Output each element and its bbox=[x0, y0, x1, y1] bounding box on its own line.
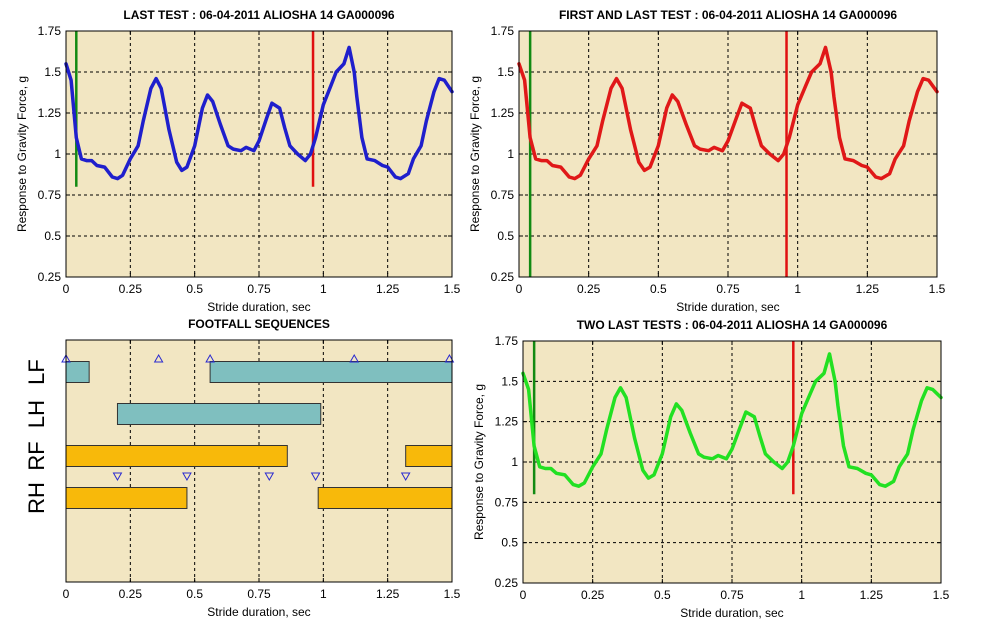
chart-panel-4: TWO LAST TESTS : 06-04-2011 ALIOSHA 14 G… bbox=[472, 318, 950, 620]
x-tick-label: 1.25 bbox=[860, 588, 884, 602]
y-tick-label: 0.25 bbox=[38, 270, 62, 284]
chart-title: LAST TEST : 06-04-2011 ALIOSHA 14 GA0000… bbox=[123, 8, 395, 22]
plot-frame bbox=[65, 339, 453, 583]
x-tick-label: 0.25 bbox=[119, 282, 143, 296]
footfall-marker bbox=[182, 472, 192, 482]
y-tick-label: 1.75 bbox=[491, 24, 515, 38]
x-tick-label: 1.25 bbox=[376, 587, 400, 601]
footfall-marker bbox=[444, 353, 455, 363]
x-tick-label: 1.25 bbox=[856, 282, 880, 296]
footfall-bar-lh bbox=[116, 403, 322, 425]
x-tick-label: 0.75 bbox=[716, 282, 740, 296]
y-tick-label: 1.25 bbox=[38, 106, 62, 120]
x-tick-label: 1.25 bbox=[376, 282, 400, 296]
footfall-marker bbox=[400, 472, 411, 482]
chart-title: FIRST AND LAST TEST : 06-04-2011 ALIOSHA… bbox=[559, 8, 897, 22]
y-tick-label: 0.25 bbox=[491, 270, 515, 284]
footfall-bar-rh bbox=[65, 487, 188, 509]
x-tick-label: 0.5 bbox=[654, 588, 671, 602]
y-tick-label: 0.5 bbox=[497, 229, 514, 243]
x-tick-label: 1 bbox=[320, 587, 327, 601]
y-tick-label: 1 bbox=[511, 455, 518, 469]
series-line bbox=[521, 352, 943, 488]
plot-frame bbox=[65, 30, 453, 278]
footfall-marker bbox=[153, 353, 164, 363]
x-tick-label: 0 bbox=[63, 587, 70, 601]
chart-panel-1: LAST TEST : 06-04-2011 ALIOSHA 14 GA0000… bbox=[15, 8, 461, 314]
footfall-bar-rf bbox=[65, 445, 288, 467]
x-axis-label: Stride duration, sec bbox=[680, 606, 783, 620]
x-tick-label: 0.25 bbox=[581, 588, 605, 602]
y-tick-label: 1.75 bbox=[38, 24, 62, 38]
x-tick-label: 1 bbox=[320, 282, 327, 296]
plot-frame bbox=[518, 30, 938, 278]
x-tick-label: 0.75 bbox=[720, 588, 744, 602]
x-tick-label: 1 bbox=[794, 282, 801, 296]
x-axis-label: Stride duration, sec bbox=[676, 300, 779, 314]
y-axis-label: Response to Gravity Force, g bbox=[468, 76, 482, 232]
footfall-marker bbox=[112, 472, 123, 482]
chart-title: TWO LAST TESTS : 06-04-2011 ALIOSHA 14 G… bbox=[577, 318, 888, 332]
chart-panel-3: FOOTFALL SEQUENCES 0 0.25 0.5 0.75 1 1.25 1.5 St… bbox=[24, 317, 461, 619]
footfall-bar-lf bbox=[209, 361, 453, 383]
x-axis-label: Stride duration, sec bbox=[207, 605, 310, 619]
x-tick-label: 1.5 bbox=[444, 587, 461, 601]
limb-label: RF bbox=[24, 441, 49, 470]
x-tick-label: 1.5 bbox=[933, 588, 950, 602]
x-axis-label: Stride duration, sec bbox=[207, 300, 310, 314]
footfall-marker bbox=[264, 472, 275, 482]
y-tick-label: 0.75 bbox=[491, 188, 515, 202]
series-line bbox=[64, 45, 454, 181]
x-tick-label: 0.75 bbox=[247, 587, 271, 601]
x-tick-label: 0.25 bbox=[577, 282, 601, 296]
footfall-marker bbox=[310, 472, 321, 482]
x-tick-label: 1 bbox=[798, 588, 805, 602]
x-tick-label: 1.5 bbox=[444, 282, 461, 296]
y-tick-label: 1 bbox=[54, 147, 61, 161]
y-tick-label: 1.5 bbox=[501, 374, 518, 388]
y-tick-label: 0.75 bbox=[495, 495, 519, 509]
limb-label: LH bbox=[24, 400, 49, 428]
y-tick-label: 0.25 bbox=[495, 576, 519, 590]
footfall-bar-lf bbox=[65, 361, 90, 383]
y-tick-label: 0.5 bbox=[501, 536, 518, 550]
y-tick-label: 1.5 bbox=[497, 65, 514, 79]
y-axis-label: Response to Gravity Force, g bbox=[472, 384, 486, 540]
x-tick-label: 0 bbox=[516, 282, 523, 296]
x-tick-label: 0.75 bbox=[247, 282, 271, 296]
x-tick-label: 0 bbox=[63, 282, 70, 296]
y-tick-label: 0.75 bbox=[38, 188, 62, 202]
y-tick-label: 0.5 bbox=[44, 229, 61, 243]
footfall-marker bbox=[205, 353, 215, 363]
x-tick-label: 0.5 bbox=[186, 282, 203, 296]
footfall-bar-rf bbox=[405, 445, 453, 467]
y-tick-label: 1.5 bbox=[44, 65, 61, 79]
limb-label: LF bbox=[24, 359, 49, 385]
x-tick-label: 1.5 bbox=[929, 282, 946, 296]
y-tick-label: 1.25 bbox=[495, 415, 519, 429]
footfall-bar-rh bbox=[317, 487, 453, 509]
footfall-marker bbox=[349, 353, 360, 363]
x-tick-label: 0.5 bbox=[186, 587, 203, 601]
y-tick-label: 1 bbox=[507, 147, 514, 161]
y-tick-label: 1.25 bbox=[491, 106, 515, 120]
plot-frame bbox=[522, 340, 942, 584]
limb-label: RH bbox=[24, 482, 49, 514]
x-tick-label: 0.25 bbox=[119, 587, 143, 601]
chart-panel-2: FIRST AND LAST TEST : 06-04-2011 ALIOSHA… bbox=[468, 8, 946, 314]
chart-title: FOOTFALL SEQUENCES bbox=[188, 317, 330, 331]
x-tick-label: 0 bbox=[520, 588, 527, 602]
y-tick-label: 1.75 bbox=[495, 334, 519, 348]
y-axis-label: Response to Gravity Force, g bbox=[15, 76, 29, 232]
series-line bbox=[517, 45, 939, 181]
x-tick-label: 0.5 bbox=[650, 282, 667, 296]
